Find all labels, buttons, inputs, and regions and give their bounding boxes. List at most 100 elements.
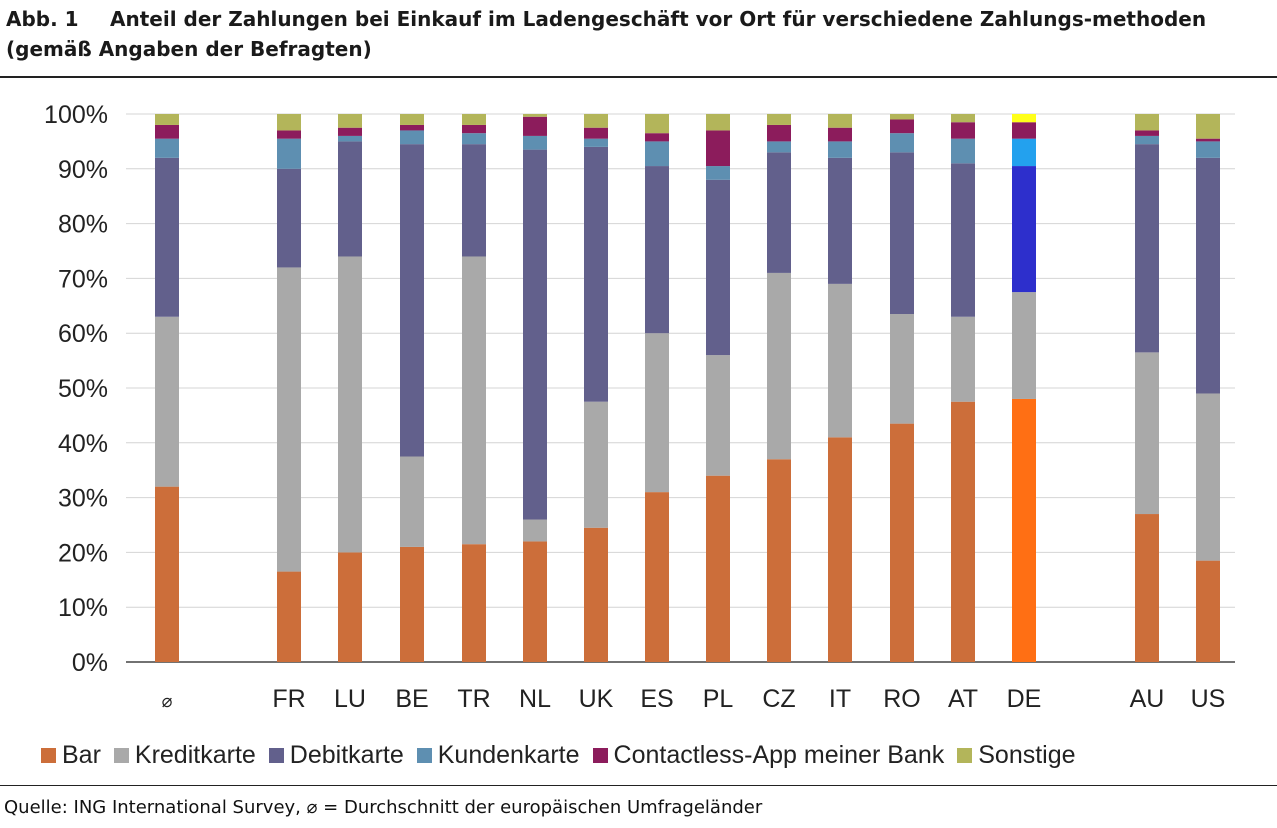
x-tick-label: DE [1007,685,1042,713]
legend-item: Contactless-App meiner Bank [592,740,945,770]
y-tick-label: 0% [72,649,108,677]
bar-segment-kundenkarte [400,130,424,145]
bar-segment-kreditkarte [462,256,486,545]
bar-segment-kundenkarte [584,138,608,147]
bar-segment-kundenkarte [155,138,179,158]
bar-segment-bar [767,459,791,662]
legend-label: Contactless-App meiner Bank [613,740,945,769]
bar-segment-kundenkarte [767,141,791,153]
bar-segment-kundenkarte [1012,138,1036,167]
bar-segment-kreditkarte [1196,393,1220,561]
legend-label: Kreditkarte [134,740,256,769]
bar-segment-sonstige [277,114,301,131]
bar-segment-bar [645,492,669,662]
top-rule [0,76,1277,78]
bar-segment-kreditkarte [1012,292,1036,399]
stacked-bar-chart: 0% 10% 20% 30% 40% 50% 60% 70% 80% 90% 100% ⌀ FR LU BE… [44,101,1235,713]
legend-swatch [957,747,973,763]
bar-segment-kreditkarte [828,283,852,438]
bar-segment-debitkarte [1135,144,1159,353]
y-tick-label: 60% [58,320,108,348]
bar-segment-debitkarte [645,166,669,334]
legend: Bar Kreditkarte Debitkarte Kundenkarte Conta… [41,738,1089,772]
bar-segment-kreditkarte [277,267,301,572]
legend-label: Sonstige [978,740,1076,769]
legend-item: Bar [41,741,101,770]
bar-segment-debitkarte [155,157,179,317]
x-tick-label: TR [457,685,490,713]
bottom-rule [0,785,1277,786]
bar-segment-kundenkarte [1135,135,1159,145]
bar-segment-debitkarte [767,152,791,273]
bar-segment-sonstige [767,114,791,125]
bar-segment-contactless-app-meiner-bank [1135,130,1159,136]
y-tick-label: 20% [58,539,108,567]
bar-segment-bar [462,544,486,662]
bar-segment-sonstige [1196,114,1220,139]
legend-swatch [592,747,608,763]
bar-segment-sonstige [338,114,362,128]
bar-segment-sonstige [400,114,424,125]
bar-segment-bar [338,552,362,662]
bar-segment-debitkarte [828,157,852,284]
y-tick-label: 50% [58,375,108,403]
legend-item: Kundenkarte [416,741,580,770]
bar-segment-kundenkarte [951,138,975,164]
bar-segment-contactless-app-meiner-bank [523,116,547,136]
bar-segment-contactless-app-meiner-bank [338,127,362,136]
bar-segment-contactless-app-meiner-bank [584,127,608,139]
bar-segment-debitkarte [338,141,362,257]
bar-segment-bar [277,571,301,662]
legend-item: Debitkarte [268,741,404,770]
bar-segment-debitkarte [462,144,486,257]
x-tick-label: ES [640,685,673,713]
bar-segment-bar [706,475,730,662]
bar-segment-bar [584,527,608,662]
bar-segment-kundenkarte [462,133,486,145]
y-tick-label: 90% [58,156,108,184]
bar-segment-bar [155,486,179,662]
bar-segment-kreditkarte [645,333,669,493]
bar-segment-contactless-app-meiner-bank [462,124,486,134]
y-tick-label: 10% [58,594,108,622]
bar-segment-kundenkarte [890,133,914,153]
bar-segment-bar [1196,560,1220,662]
legend-item: Kreditkarte [113,740,256,770]
bar-segment-contactless-app-meiner-bank [400,124,424,131]
bar-segment-kreditkarte [890,314,914,424]
bar-segment-sonstige [828,114,852,128]
bar-segment-sonstige [890,114,914,120]
bar-segment-sonstige [706,114,730,131]
x-tick-label: BE [395,685,428,713]
bar-segment-kundenkarte [645,141,669,167]
bar-segment-debitkarte [706,179,730,356]
legend-swatch [268,747,284,763]
bar-segment-sonstige [523,114,547,117]
bar-segment-debitkarte [277,168,301,268]
bar-segment-bar [523,541,547,662]
bar-segment-contactless-app-meiner-bank [645,133,669,142]
bar-segment-sonstige [645,114,669,134]
x-tick-label: CZ [762,685,795,713]
x-tick-label: AU [1130,685,1165,713]
bar-segment-kundenkarte [706,166,730,180]
bar-segment-contactless-app-meiner-bank [155,124,179,139]
x-tick-label: IT [829,685,851,713]
y-tick-label: 30% [58,485,108,513]
bar-segment-contactless-app-meiner-bank [706,130,730,167]
bar-segment-contactless-app-meiner-bank [951,122,975,139]
bar-segment-bar [1135,514,1159,662]
bar-segment-contactless-app-meiner-bank [277,130,301,139]
bar-segment-sonstige [951,114,975,123]
figure-title: Anteil der Zahlungen bei Einkauf im Lade… [6,7,1207,61]
bar-segment-sonstige [1135,114,1159,131]
bar-segment-debitkarte [584,146,608,402]
bar-segment-debitkarte [890,152,914,315]
bar-segment-kreditkarte [338,256,362,553]
x-tick-label: AT [948,685,978,713]
bar-segment-debitkarte [1196,157,1220,394]
bar-segment-kundenkarte [828,141,852,158]
bar-segment-kundenkarte [523,135,547,150]
bar-segment-contactless-app-meiner-bank [828,127,852,142]
bar-segment-sonstige [155,114,179,125]
